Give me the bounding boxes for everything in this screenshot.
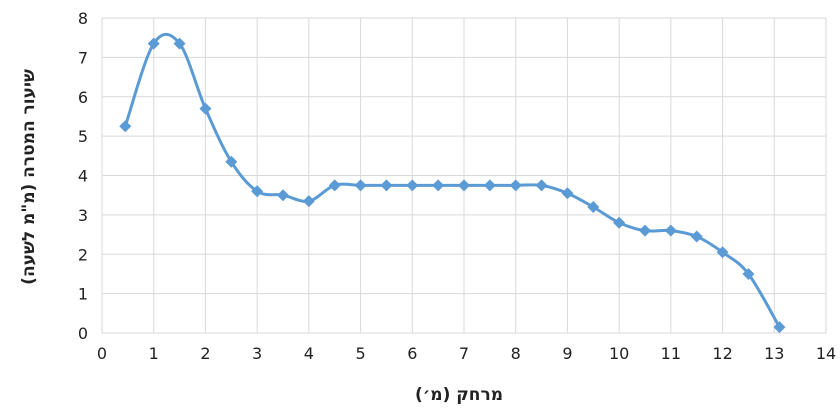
x-tick-label: 10 bbox=[609, 344, 629, 363]
data-point-marker bbox=[406, 179, 419, 192]
data-point-marker bbox=[277, 189, 289, 202]
data-point-marker bbox=[380, 179, 393, 192]
y-axis-title: שיעור המטרה (מ"מ לשעה) bbox=[19, 69, 39, 285]
x-tick-label: 1 bbox=[149, 344, 159, 363]
data-point-marker bbox=[664, 224, 677, 237]
x-tick-label: 6 bbox=[407, 344, 417, 363]
y-tick-label: 2 bbox=[78, 245, 88, 264]
y-tick-label: 8 bbox=[78, 9, 88, 28]
x-axis-title: מרחק (מ׳) bbox=[415, 385, 503, 405]
y-tick-label: 0 bbox=[78, 324, 88, 343]
data-point-marker bbox=[639, 224, 651, 237]
data-point-markers bbox=[119, 37, 786, 334]
data-point-marker bbox=[742, 267, 755, 280]
y-tick-label: 5 bbox=[78, 127, 88, 146]
x-tick-label: 12 bbox=[712, 344, 732, 363]
data-point-marker bbox=[119, 120, 132, 133]
data-point-marker bbox=[561, 187, 574, 200]
data-point-marker bbox=[199, 102, 212, 115]
data-point-marker bbox=[458, 179, 470, 192]
data-point-marker bbox=[147, 37, 160, 50]
x-tick-label: 14 bbox=[816, 344, 836, 363]
y-tick-label: 3 bbox=[78, 206, 88, 225]
data-point-marker bbox=[328, 179, 341, 192]
data-point-marker bbox=[251, 185, 264, 198]
data-point-marker bbox=[773, 321, 786, 334]
data-point-marker bbox=[173, 37, 186, 50]
data-point-marker bbox=[535, 179, 548, 192]
y-tick-label: 7 bbox=[78, 48, 88, 67]
x-tick-label: 7 bbox=[459, 344, 469, 363]
x-tick-label: 5 bbox=[355, 344, 365, 363]
x-tick-label: 8 bbox=[511, 344, 521, 363]
data-point-marker bbox=[225, 155, 238, 168]
data-point-marker bbox=[432, 179, 445, 192]
data-point-marker bbox=[716, 246, 729, 259]
x-tick-label: 13 bbox=[764, 344, 784, 363]
x-tick-label: 2 bbox=[200, 344, 210, 363]
x-tick-label: 0 bbox=[97, 344, 107, 363]
x-tick-label: 4 bbox=[304, 344, 314, 363]
x-tick-label: 3 bbox=[252, 344, 262, 363]
data-point-marker bbox=[690, 230, 703, 243]
data-point-marker bbox=[354, 179, 367, 192]
data-point-marker bbox=[483, 179, 496, 192]
data-point-marker bbox=[587, 201, 600, 213]
data-point-marker bbox=[509, 179, 522, 192]
data-point-marker bbox=[302, 195, 315, 208]
y-tick-label: 4 bbox=[78, 167, 88, 186]
x-tick-label: 9 bbox=[562, 344, 572, 363]
x-axis-tick-labels: 0 1 2 3 4 5 6 7 8 9 10 11 12 13 14 bbox=[97, 344, 836, 363]
data-point-marker bbox=[613, 216, 626, 229]
x-tick-label: 11 bbox=[661, 344, 681, 363]
y-tick-label: 1 bbox=[78, 285, 88, 304]
grid-lines bbox=[101, 17, 827, 334]
y-tick-label: 6 bbox=[78, 88, 88, 107]
y-axis-tick-labels: 0 1 2 3 4 5 6 7 8 bbox=[78, 9, 88, 343]
series-line bbox=[123, 32, 781, 328]
